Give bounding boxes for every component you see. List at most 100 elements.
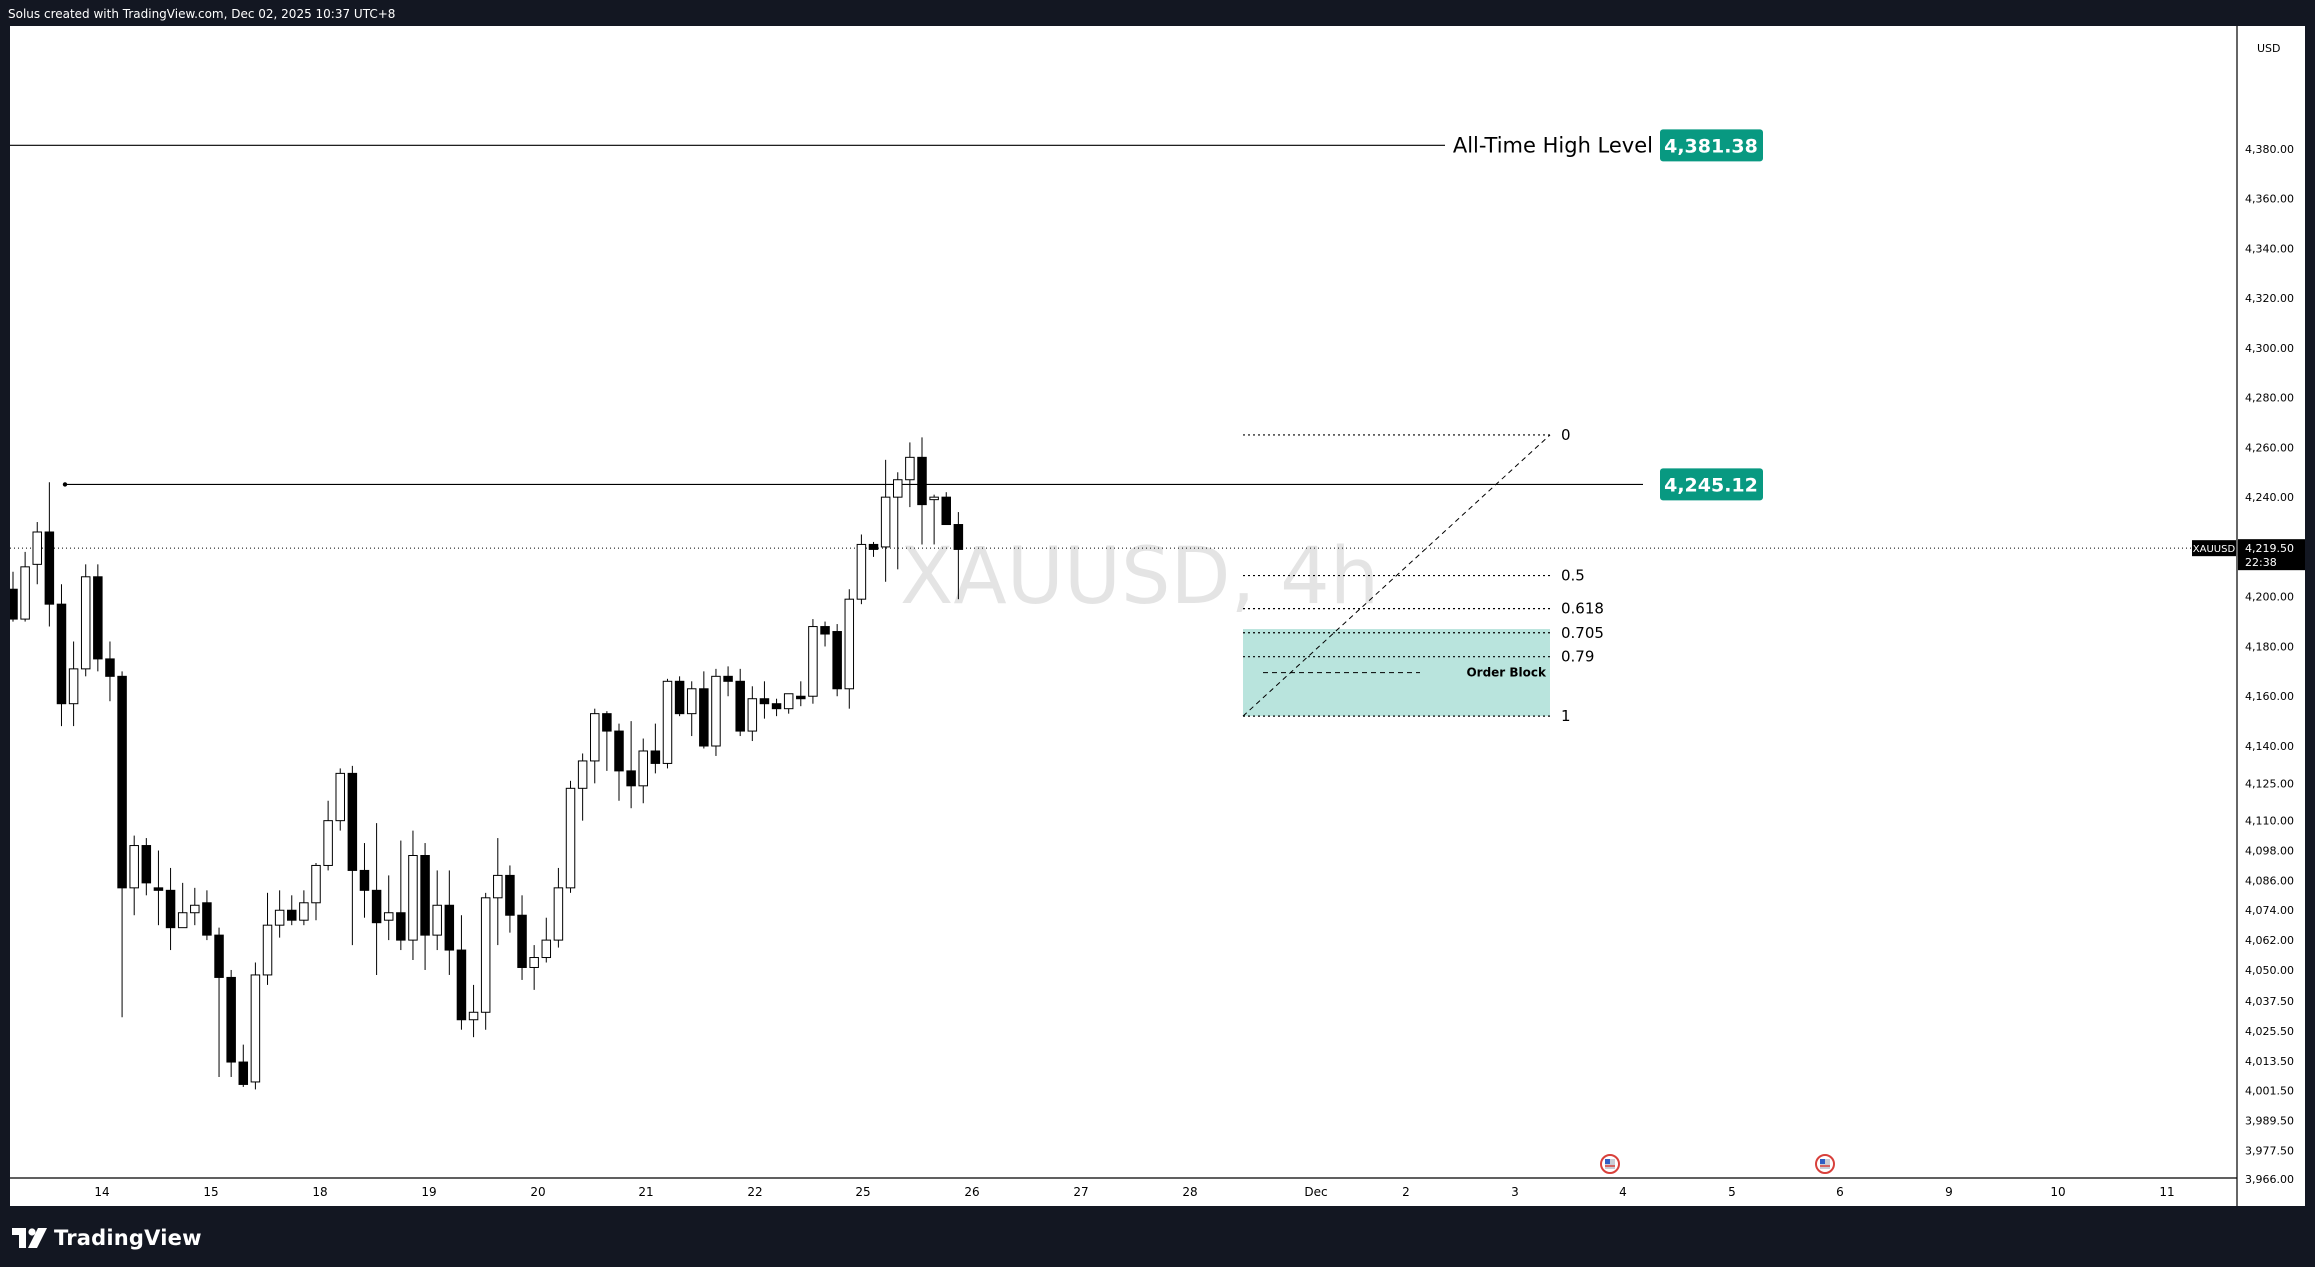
candle-down[interactable] bbox=[396, 912, 406, 941]
candle-down[interactable] bbox=[214, 934, 224, 978]
candle-down[interactable] bbox=[359, 869, 370, 891]
candle-down[interactable] bbox=[153, 887, 164, 891]
candle-up[interactable] bbox=[383, 912, 394, 921]
candle-up[interactable] bbox=[177, 912, 188, 929]
candle-down[interactable] bbox=[723, 675, 733, 682]
candle-down[interactable] bbox=[505, 874, 515, 916]
price-tick-label: 4,125.00 bbox=[2245, 777, 2294, 790]
candle-down[interactable] bbox=[868, 543, 879, 550]
price-axis[interactable]: USD 4,380.00 4,360.00 4,340.00 4,320.00 4,300… bbox=[2192, 26, 2305, 1206]
candle-up[interactable] bbox=[299, 902, 309, 921]
candle-up[interactable] bbox=[68, 668, 79, 705]
candle-up[interactable] bbox=[311, 864, 321, 904]
candle-up[interactable] bbox=[711, 675, 721, 747]
price-tick-label: 4,050.00 bbox=[2245, 964, 2294, 977]
candle-down[interactable] bbox=[941, 496, 951, 526]
candle-down[interactable] bbox=[456, 949, 467, 1021]
candle-down[interactable] bbox=[735, 680, 745, 732]
candle-up[interactable] bbox=[929, 496, 939, 501]
candle-down[interactable] bbox=[420, 854, 430, 936]
ath-level-text: All-Time High Level bbox=[1453, 133, 1653, 157]
candle-up[interactable] bbox=[844, 598, 855, 690]
candle-up[interactable] bbox=[590, 713, 600, 762]
candle-down[interactable] bbox=[796, 695, 806, 700]
candle-down[interactable] bbox=[820, 626, 830, 635]
price-axis-background[interactable] bbox=[2237, 26, 2305, 1206]
candle-down[interactable] bbox=[117, 675, 127, 889]
candle-up[interactable] bbox=[686, 688, 697, 715]
us-event-flag-icon[interactable] bbox=[1600, 1154, 1620, 1174]
candle-down[interactable] bbox=[444, 904, 455, 951]
candle-up[interactable] bbox=[250, 974, 261, 1083]
candle-down[interactable] bbox=[917, 456, 927, 506]
price-pane[interactable]: XAUUSD, 4h Order Block 0 0.5 0.618 0.705 0.79 1… bbox=[10, 26, 2237, 1178]
candle-down[interactable] bbox=[602, 713, 612, 732]
time-tick-label: 26 bbox=[964, 1185, 979, 1199]
price-tick-label: 4,062.00 bbox=[2245, 934, 2294, 947]
candle-up[interactable] bbox=[32, 531, 42, 565]
candle-down[interactable] bbox=[93, 576, 103, 660]
time-axis[interactable]: 14 15 18 19 20 21 22 25 26 27 28 Dec 2 3 4 5 6 9 10 11 bbox=[10, 1177, 2237, 1199]
candle-up[interactable] bbox=[662, 680, 673, 764]
candle-down[interactable] bbox=[832, 631, 842, 690]
candle-down[interactable] bbox=[650, 750, 661, 764]
bar-countdown-label: 22:38 bbox=[2245, 556, 2277, 569]
candle-down[interactable] bbox=[626, 770, 636, 787]
candle-up[interactable] bbox=[274, 909, 285, 926]
fib-trendline[interactable] bbox=[1242, 434, 1551, 717]
candle-up[interactable] bbox=[468, 1011, 479, 1021]
time-tick-label: 18 bbox=[312, 1185, 327, 1199]
candle-up[interactable] bbox=[80, 576, 91, 670]
candle-down[interactable] bbox=[614, 730, 624, 772]
candle-down[interactable] bbox=[953, 524, 964, 550]
candle-down[interactable] bbox=[141, 845, 152, 884]
candle-up[interactable] bbox=[577, 760, 588, 789]
candle-down[interactable] bbox=[371, 889, 382, 924]
candle-down[interactable] bbox=[10, 588, 18, 620]
candle-down[interactable] bbox=[44, 531, 55, 605]
time-tick-label: 11 bbox=[2159, 1185, 2174, 1199]
candle-up[interactable] bbox=[638, 750, 648, 787]
candle-down[interactable] bbox=[287, 909, 297, 921]
candle-up[interactable] bbox=[493, 874, 503, 899]
candle-down[interactable] bbox=[699, 688, 709, 747]
candle-up[interactable] bbox=[529, 957, 539, 968]
candle-up[interactable] bbox=[856, 543, 867, 600]
time-tick-label: 3 bbox=[1511, 1185, 1519, 1199]
price-pane-background[interactable] bbox=[10, 26, 2237, 1178]
time-tick-label: 2 bbox=[1402, 1185, 1410, 1199]
candle-down[interactable] bbox=[226, 976, 236, 1063]
candle-down[interactable] bbox=[771, 703, 782, 710]
candle-up[interactable] bbox=[190, 904, 200, 914]
candle-up[interactable] bbox=[262, 924, 273, 976]
candle-down[interactable] bbox=[238, 1061, 249, 1085]
candle-down[interactable] bbox=[347, 772, 358, 871]
chart-frame[interactable]: XAUUSD, 4h Order Block 0 0.5 0.618 0.705 0.79 1… bbox=[10, 26, 2305, 1206]
candle-down[interactable] bbox=[517, 914, 527, 968]
candle-up[interactable] bbox=[893, 479, 903, 498]
candle-up[interactable] bbox=[480, 897, 491, 1013]
candle-up[interactable] bbox=[880, 496, 891, 548]
candle-up[interactable] bbox=[553, 887, 564, 941]
candle-up[interactable] bbox=[747, 698, 758, 732]
candle-down[interactable] bbox=[165, 889, 176, 929]
candle-up[interactable] bbox=[808, 626, 818, 697]
candle-down[interactable] bbox=[105, 658, 115, 677]
price-chart[interactable]: XAUUSD, 4h Order Block 0 0.5 0.618 0.705 0.79 1… bbox=[10, 26, 2305, 1206]
candle-up[interactable] bbox=[783, 693, 794, 710]
candle-down[interactable] bbox=[202, 902, 212, 936]
candle-down[interactable] bbox=[674, 680, 685, 715]
candle-up[interactable] bbox=[565, 787, 576, 889]
candle-down[interactable] bbox=[56, 603, 67, 705]
tradingview-logo[interactable]: TradingView bbox=[12, 1226, 202, 1250]
candle-up[interactable] bbox=[323, 820, 333, 866]
candle-up[interactable] bbox=[20, 566, 30, 620]
us-event-flag-icon[interactable] bbox=[1815, 1154, 1835, 1174]
candle-up[interactable] bbox=[335, 772, 345, 822]
candle-down[interactable] bbox=[759, 698, 770, 705]
candle-up[interactable] bbox=[432, 904, 442, 936]
candle-up[interactable] bbox=[905, 456, 915, 481]
candle-up[interactable] bbox=[408, 854, 418, 941]
candle-up[interactable] bbox=[541, 939, 552, 959]
candle-up[interactable] bbox=[129, 845, 139, 889]
